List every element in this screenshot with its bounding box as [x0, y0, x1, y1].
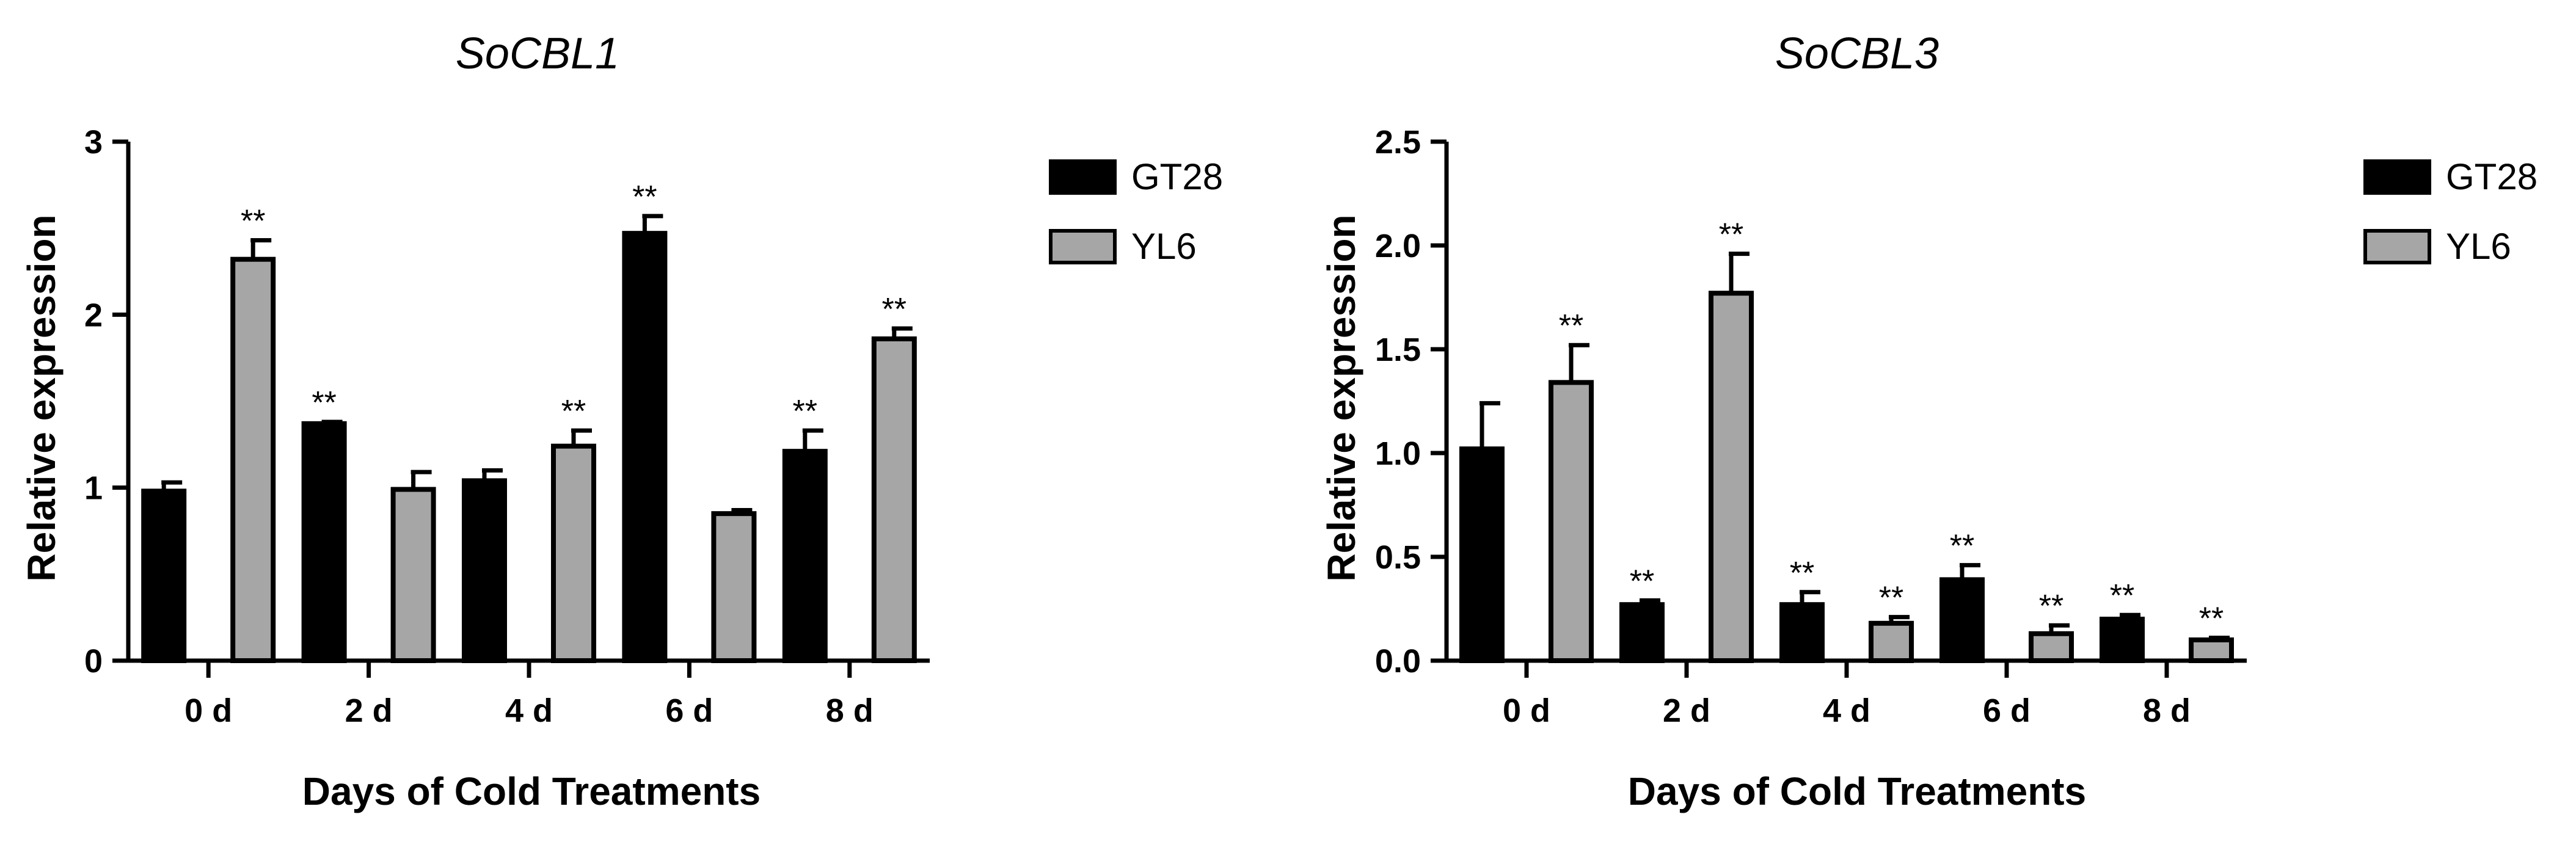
y-tick-label: 1: [84, 470, 103, 507]
bar-yl6-8d: [871, 336, 917, 663]
bar-gt28-4d: [1779, 602, 1825, 664]
significance-marker: **: [793, 394, 817, 429]
bar-yl6-6d: [711, 511, 757, 664]
legend-label-gt28: GT28: [2446, 156, 2538, 197]
bar-gt28-0d: [1459, 446, 1505, 663]
bar-gt28-6d: [622, 231, 668, 663]
legend-label-yl6: YL6: [2446, 226, 2511, 267]
bar-yl6-0d: [230, 256, 276, 663]
legend-swatch-yl6: [2363, 229, 2431, 264]
x-tick-label: 2 d: [1663, 692, 1710, 729]
significance-marker: **: [1950, 529, 1974, 564]
x-axis-label: Days of Cold Treatments: [302, 769, 761, 813]
bar-yl6-0d: [1549, 380, 1594, 664]
legend-label-gt28: GT28: [1131, 156, 1223, 197]
significance-marker: **: [2110, 578, 2134, 614]
legend-swatch-gt28: [1049, 159, 1117, 195]
bar-gt28-2d: [301, 421, 347, 663]
legend-swatch-yl6: [1049, 229, 1117, 264]
significance-marker: **: [1879, 581, 1903, 616]
chart-title: SoCBL1: [456, 29, 619, 78]
x-tick-label: 0 d: [184, 692, 232, 729]
x-tick-label: 6 d: [1983, 692, 2031, 729]
y-tick-label: 1.5: [1375, 332, 1421, 368]
bar-gt28-4d: [462, 478, 507, 663]
significance-marker: **: [2199, 601, 2224, 637]
chart-panel-socbl1: SoCBL1 Relative expression Days of Cold …: [20, 29, 1223, 813]
x-tick-label: 8 d: [2143, 692, 2191, 729]
y-axis-label: Relative expression: [1319, 214, 1363, 581]
y-tick-label: 0: [84, 643, 103, 680]
x-tick-label: 8 d: [826, 692, 874, 729]
x-tick-label: 4 d: [1823, 692, 1870, 729]
significance-marker: **: [312, 385, 336, 421]
significance-marker: **: [561, 394, 586, 429]
y-tick-label: 2.5: [1375, 124, 1421, 161]
significance-marker: **: [2039, 589, 2063, 624]
x-tick-label: 4 d: [505, 692, 553, 729]
bar-gt28-8d: [2100, 617, 2145, 663]
y-tick-label: 2.0: [1375, 228, 1421, 264]
legend-label-yl6: YL6: [1131, 226, 1197, 267]
legend-swatch-gt28: [2363, 159, 2431, 195]
significance-marker: **: [1790, 556, 1814, 591]
significance-marker: **: [632, 180, 657, 215]
bar-yl6-4d: [551, 443, 596, 664]
significance-marker: **: [1559, 308, 1583, 344]
bar-gt28-0d: [141, 488, 187, 663]
bar-yl6-6d: [2029, 631, 2074, 664]
y-tick-label: 0.0: [1375, 643, 1421, 680]
y-tick-label: 1.0: [1375, 435, 1421, 472]
bar-yl6-2d: [1709, 291, 1754, 663]
x-axis-label: Days of Cold Treatments: [1628, 769, 2086, 813]
significance-marker: **: [241, 204, 265, 239]
y-axis-label: Relative expression: [20, 214, 64, 581]
bar-gt28-2d: [1619, 602, 1665, 664]
significance-marker: **: [1719, 217, 1743, 253]
y-tick-label: 2: [84, 297, 103, 333]
bar-gt28-6d: [1939, 577, 1985, 664]
y-tick-label: 0.5: [1375, 539, 1421, 576]
bar-gt28-8d: [782, 449, 828, 664]
significance-marker: **: [882, 292, 907, 327]
x-tick-label: 0 d: [1503, 692, 1550, 729]
bar-yl6-2d: [390, 487, 436, 663]
y-tick-label: 3: [84, 124, 103, 161]
significance-marker: **: [1630, 564, 1654, 599]
x-tick-label: 2 d: [345, 692, 393, 729]
bar-yl6-8d: [2189, 637, 2234, 663]
x-tick-label: 6 d: [665, 692, 713, 729]
chart-panel-socbl3: SoCBL3 Relative expression Days of Cold …: [1319, 29, 2538, 813]
chart-title: SoCBL3: [1775, 29, 1939, 78]
bar-yl6-4d: [1869, 620, 1914, 663]
